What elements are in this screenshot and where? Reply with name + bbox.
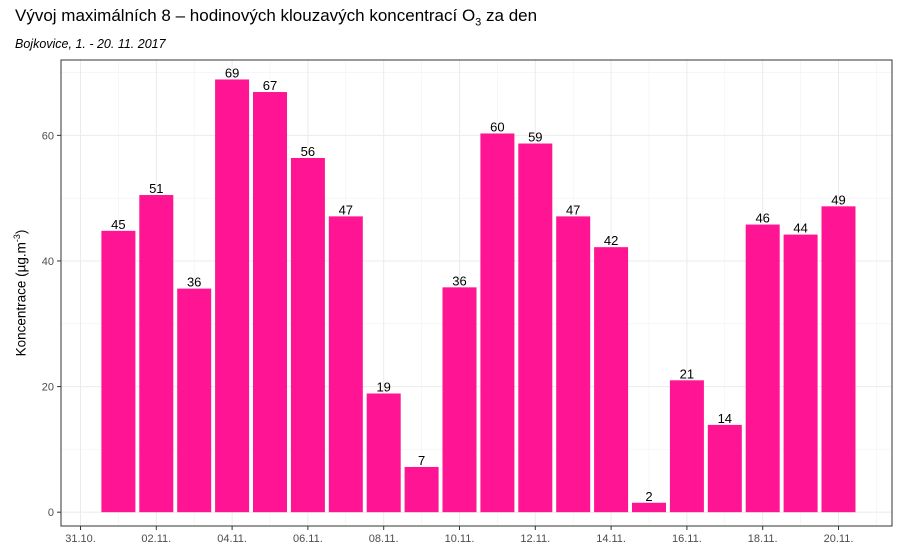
bar [556, 216, 591, 513]
y-tick-label: 60 [42, 130, 54, 142]
bar [783, 234, 818, 513]
bar [404, 466, 439, 513]
axes: 0 20 40 60 31.10. 02.11. 04.11. 06.11. 08.11. 10.… [42, 59, 893, 545]
x-tick-label: 12.11. [520, 533, 550, 545]
bar [290, 157, 325, 513]
data-label: 7 [418, 453, 425, 468]
data-label: 47 [566, 202, 580, 217]
chart-title: Vývoj maximálních 8 – hodinových klouzav… [15, 6, 537, 28]
bar [177, 288, 212, 513]
y-tick-label: 0 [48, 507, 54, 519]
data-label: 49 [831, 192, 845, 207]
x-tick-label: 20.11. [824, 533, 854, 545]
x-tick-label: 16.11. [672, 533, 702, 545]
data-label: 46 [755, 211, 769, 226]
chart-title-subscript: 3 [475, 16, 482, 29]
plot-border [60, 59, 893, 527]
bar [442, 287, 477, 513]
bar [215, 79, 250, 513]
chart-title-text: Vývoj maximálních 8 – hodinových klouzav… [15, 6, 476, 25]
bar [480, 133, 515, 513]
bar [669, 380, 704, 513]
data-label: 42 [604, 233, 618, 248]
data-label: 44 [793, 221, 807, 236]
data-label: 2 [645, 489, 652, 504]
bar [707, 424, 742, 513]
bar [253, 92, 287, 513]
x-tick-label: 06.11. [293, 533, 323, 545]
bar [366, 393, 401, 513]
bar [328, 216, 363, 513]
bar [745, 224, 780, 513]
x-tick-label: 14.11. [596, 533, 626, 545]
x-tick-label: 10.11. [445, 533, 475, 545]
bars [101, 79, 856, 513]
bar [821, 206, 856, 513]
x-tick-label: 02.11. [141, 533, 171, 545]
x-tick-label: 04.11. [217, 533, 247, 545]
y-tick-label: 20 [42, 382, 54, 394]
data-label: 14 [718, 411, 732, 426]
y-tick-label: 40 [42, 256, 54, 268]
bar [632, 502, 666, 513]
data-label: 51 [149, 181, 163, 196]
data-label: 56 [301, 144, 315, 159]
data-label: 36 [452, 273, 466, 288]
x-tick-label: 18.11. [748, 533, 778, 545]
data-label: 60 [490, 119, 504, 134]
data-label: 45 [111, 217, 125, 232]
data-label: 67 [263, 78, 277, 93]
data-label: 69 [225, 65, 239, 80]
bar [594, 247, 629, 513]
bar [101, 230, 136, 513]
chart-subtitle: Bojkovice, 1. - 20. 11. 2017 [15, 37, 166, 51]
bar [139, 195, 174, 513]
bar [518, 143, 553, 513]
x-tick-label: 08.11. [369, 533, 399, 545]
data-label: 21 [680, 366, 694, 381]
data-label: 19 [376, 379, 390, 394]
chart-title-suffix: za den [481, 6, 538, 25]
data-label: 36 [187, 275, 201, 290]
data-label: 47 [339, 202, 353, 217]
data-label: 59 [528, 130, 542, 145]
x-tick-label: 31.10. [65, 533, 96, 545]
data-labels: 45 51 36 69 67 56 47 19 7 36 60 59 47 42 2 21 14 46 44 49 [111, 65, 846, 503]
